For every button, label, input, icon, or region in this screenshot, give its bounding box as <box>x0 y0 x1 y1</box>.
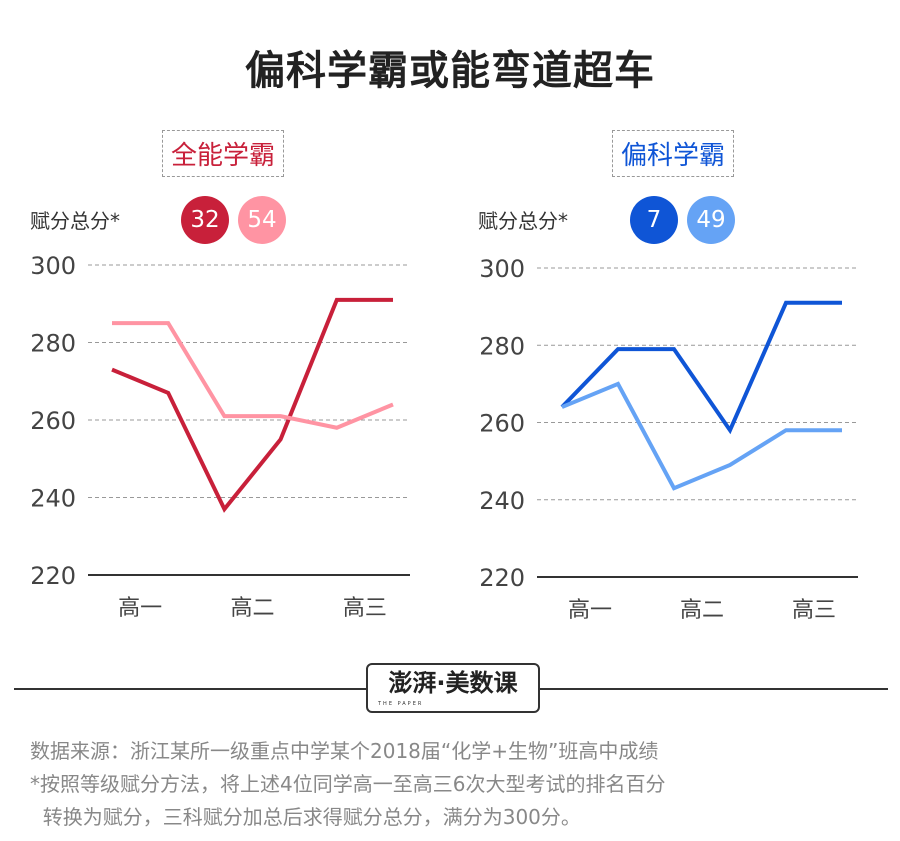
legend-badge-32: 32 <box>181 196 229 244</box>
chart-title-right: 偏科学霸 <box>612 130 735 177</box>
y-tick-label: 220 <box>30 562 76 590</box>
x-tick-label: 高三 <box>343 596 387 621</box>
x-tick-label: 高一 <box>118 596 162 621</box>
source-note: 数据来源：浙江某所一级重点中学某个2018届“化学+生物”班高中成绩 <box>30 739 659 763</box>
legend-badge-7: 7 <box>630 196 678 244</box>
line-charts: 220 240 260 280 300 高一 高二 高三 220 240 260 280 300 高一 高二… <box>30 252 858 623</box>
y-tick-label: 300 <box>30 252 76 280</box>
page-title: 偏科学霸或能弯道超车 <box>245 48 655 94</box>
y-tick-label: 300 <box>479 255 525 283</box>
divider-right <box>536 688 888 690</box>
logo-text: 澎湃·美数课 <box>388 669 518 697</box>
method-note-2: 转换为赋分，三科赋分加总后求得赋分总分，满分为300分。 <box>30 805 581 829</box>
y-tick-label: 240 <box>479 487 525 515</box>
series-line-49 <box>561 381 842 491</box>
series-line-32 <box>111 297 393 513</box>
series-line-54 <box>112 321 394 430</box>
legend-badge-54: 54 <box>238 196 286 244</box>
y-tick-label: 260 <box>479 410 525 438</box>
x-tick-label: 高一 <box>568 598 612 623</box>
y-axis-label-left: 赋分总分* <box>30 209 120 233</box>
logo-subtext: THE PAPER <box>378 701 424 707</box>
footnotes: 数据来源：浙江某所一级重点中学某个2018届“化学+生物”班高中成绩 *按照等级… <box>30 735 665 834</box>
y-tick-label: 260 <box>30 407 76 435</box>
x-tick-label: 高二 <box>230 596 274 621</box>
y-tick-label: 280 <box>30 330 76 358</box>
y-axis-label-right: 赋分总分* <box>478 209 568 233</box>
series-line-7 <box>560 300 842 435</box>
x-tick-label: 高二 <box>680 598 724 623</box>
logo-divider: 澎湃·美数课 THE PAPER <box>0 663 900 713</box>
x-tick-label: 高三 <box>792 598 836 623</box>
y-tick-label: 280 <box>479 332 525 360</box>
divider-left <box>14 688 368 690</box>
y-tick-label: 220 <box>479 564 525 592</box>
brand-logo: 澎湃·美数课 THE PAPER <box>366 663 540 713</box>
y-tick-label: 240 <box>30 485 76 513</box>
legend-badge-49: 49 <box>687 196 735 244</box>
method-note-1: *按照等级赋分方法，将上述4位同学高一至高三6次大型考试的排名百分 <box>30 772 666 796</box>
chart-title-left: 全能学霸 <box>162 130 285 177</box>
